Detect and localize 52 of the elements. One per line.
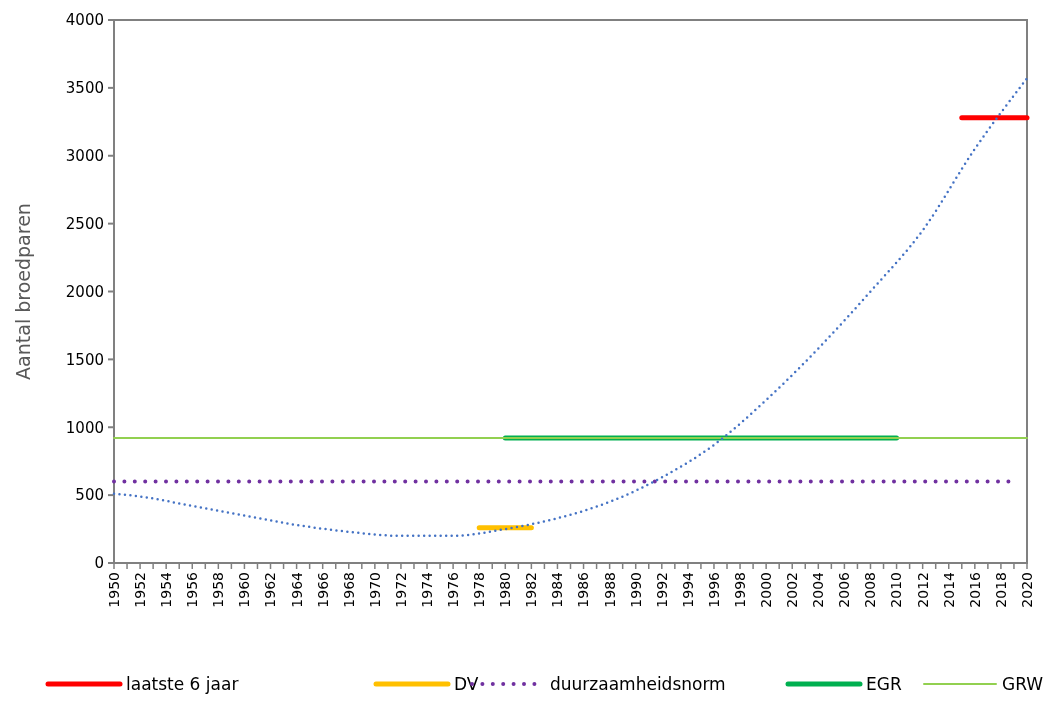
x-tick-label: 1958: [210, 572, 227, 608]
x-tick-label: 1970: [366, 572, 383, 608]
legend-label: GRW: [1002, 673, 1044, 694]
x-tick-label: 1994: [679, 571, 696, 608]
x-tick-label: 2016: [966, 571, 983, 608]
x-tick-label: 1992: [653, 572, 670, 608]
legend-label: duurzaamheidsnorm: [550, 673, 726, 694]
x-tick-label: 1980: [497, 572, 514, 608]
x-tick-label: 1962: [262, 572, 279, 608]
x-tick-label: 1974: [418, 571, 435, 608]
y-tick-label: 500: [75, 486, 104, 505]
x-tick-label: 2014: [940, 571, 957, 608]
x-tick-label: 2000: [758, 572, 775, 608]
x-tick-label: 1954: [158, 571, 175, 608]
x-tick-label: 1950: [105, 572, 122, 608]
x-tick-label: 1998: [731, 572, 748, 608]
x-tick-label: 2004: [810, 571, 827, 608]
x-tick-label: 1952: [131, 572, 148, 608]
legend-label: laatste 6 jaar: [126, 673, 239, 694]
x-tick-label: 1960: [236, 572, 253, 608]
x-tick-label: 1978: [471, 572, 488, 608]
x-tick-label: 1972: [392, 572, 409, 608]
x-tick-label: 1966: [314, 571, 331, 608]
y-axis-title: Aantal broedparen: [12, 203, 34, 380]
x-tick-label: 2018: [992, 572, 1009, 608]
y-tick-label: 4000: [65, 11, 104, 30]
x-tick-label: 1982: [523, 572, 540, 608]
x-tick-label: 2002: [784, 572, 801, 608]
x-tick-label: 1964: [288, 571, 305, 608]
x-tick-label: 1968: [340, 572, 357, 608]
y-tick-label: 2500: [65, 214, 104, 233]
x-tick-label: 2010: [888, 572, 905, 608]
line-series: [112, 77, 1029, 538]
x-tick-label: 2008: [862, 572, 879, 608]
y-tick-label: 1500: [65, 350, 104, 369]
legend-label: DV: [454, 673, 479, 694]
y-tick-label: 0: [94, 554, 104, 573]
x-tick-label: 1990: [627, 572, 644, 608]
x-tick-label: 1996: [705, 571, 722, 608]
x-tick-label: 1986: [575, 571, 592, 608]
x-tick-label: 2006: [836, 571, 853, 608]
y-tick-label: 1000: [65, 418, 104, 437]
y-tick-label: 2000: [65, 282, 104, 301]
y-tick-label: 3500: [65, 79, 104, 98]
x-tick-label: 1988: [601, 572, 618, 608]
x-tick-label: 2020: [1018, 572, 1035, 608]
x-tick-label: 1956: [184, 571, 201, 608]
x-tick-label: 1976: [445, 571, 462, 608]
x-tick-label: 2012: [914, 572, 931, 608]
legend-label: EGR: [866, 673, 902, 694]
y-tick-label: 3000: [65, 147, 104, 165]
x-tick-label: 1984: [549, 571, 566, 608]
